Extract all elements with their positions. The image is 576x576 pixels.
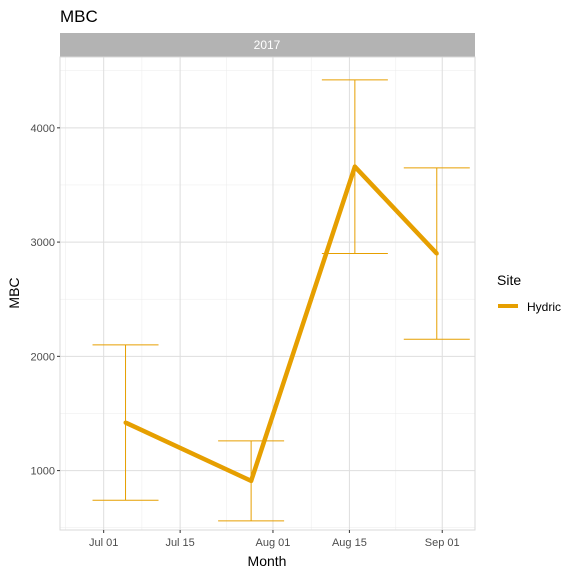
chart-title: MBC xyxy=(60,7,98,26)
axes: Jul 01 Jul 15 Aug 01 Aug 15 Sep 01 1000 2000 30… xyxy=(31,123,460,549)
legend: Site Hydric xyxy=(497,272,561,314)
x-tick-label: Jul 01 xyxy=(89,537,118,549)
y-tick-label: 4000 xyxy=(31,123,55,135)
x-axis-title: Month xyxy=(248,553,287,569)
x-tick-label: Sep 01 xyxy=(425,537,460,549)
x-tick-label: Aug 01 xyxy=(256,537,291,549)
series-line-hydric xyxy=(124,164,439,484)
y-axis-title: MBC xyxy=(6,277,22,308)
legend-label-hydric: Hydric xyxy=(527,300,561,314)
data-point xyxy=(249,478,254,483)
panel-border xyxy=(59,56,476,531)
y-tick-label: 3000 xyxy=(31,237,55,249)
y-tick-label: 1000 xyxy=(31,466,55,478)
x-tick-label: Aug 15 xyxy=(332,537,367,549)
data-point xyxy=(123,420,128,425)
data-point xyxy=(434,251,439,256)
legend-title: Site xyxy=(497,272,521,288)
facet-strip xyxy=(60,33,475,57)
y-tick-label: 2000 xyxy=(31,351,55,363)
facet-strip-label: 2017 xyxy=(254,38,281,52)
x-tick-label: Jul 15 xyxy=(165,537,194,549)
data-layer xyxy=(92,79,470,522)
data-point xyxy=(352,164,357,169)
grid xyxy=(60,57,475,530)
